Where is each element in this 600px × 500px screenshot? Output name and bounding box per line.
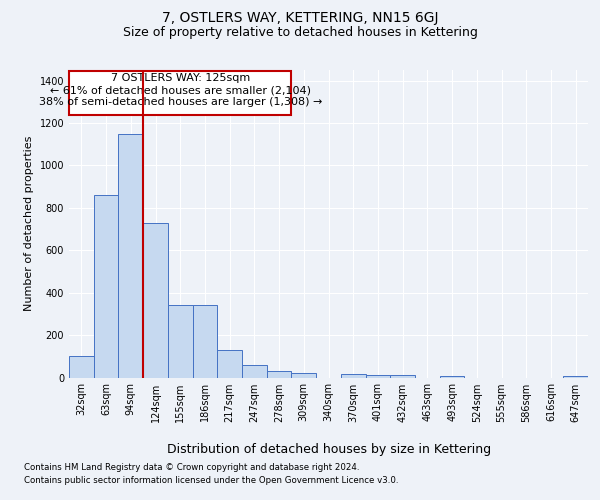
Bar xyxy=(440,376,464,378)
Bar xyxy=(168,306,193,378)
Bar xyxy=(94,195,118,378)
Bar xyxy=(118,134,143,378)
Text: ← 61% of detached houses are smaller (2,104): ← 61% of detached houses are smaller (2,… xyxy=(50,85,311,95)
Text: Contains public sector information licensed under the Open Government Licence v3: Contains public sector information licen… xyxy=(24,476,398,485)
Bar xyxy=(390,376,415,378)
FancyBboxPatch shape xyxy=(70,71,292,115)
Bar xyxy=(143,222,168,378)
Bar xyxy=(365,376,390,378)
Bar xyxy=(242,365,267,378)
Y-axis label: Number of detached properties: Number of detached properties xyxy=(24,136,34,312)
Text: Distribution of detached houses by size in Kettering: Distribution of detached houses by size … xyxy=(167,442,491,456)
Bar xyxy=(69,356,94,378)
Text: Size of property relative to detached houses in Kettering: Size of property relative to detached ho… xyxy=(122,26,478,39)
Bar xyxy=(193,306,217,378)
Text: Contains HM Land Registry data © Crown copyright and database right 2024.: Contains HM Land Registry data © Crown c… xyxy=(24,464,359,472)
Bar xyxy=(341,374,365,378)
Bar xyxy=(217,350,242,378)
Text: 38% of semi-detached houses are larger (1,308) →: 38% of semi-detached houses are larger (… xyxy=(39,97,322,107)
Text: 7 OSTLERS WAY: 125sqm: 7 OSTLERS WAY: 125sqm xyxy=(111,74,250,84)
Bar xyxy=(267,371,292,378)
Bar xyxy=(292,374,316,378)
Text: 7, OSTLERS WAY, KETTERING, NN15 6GJ: 7, OSTLERS WAY, KETTERING, NN15 6GJ xyxy=(162,11,438,25)
Bar xyxy=(563,376,588,378)
